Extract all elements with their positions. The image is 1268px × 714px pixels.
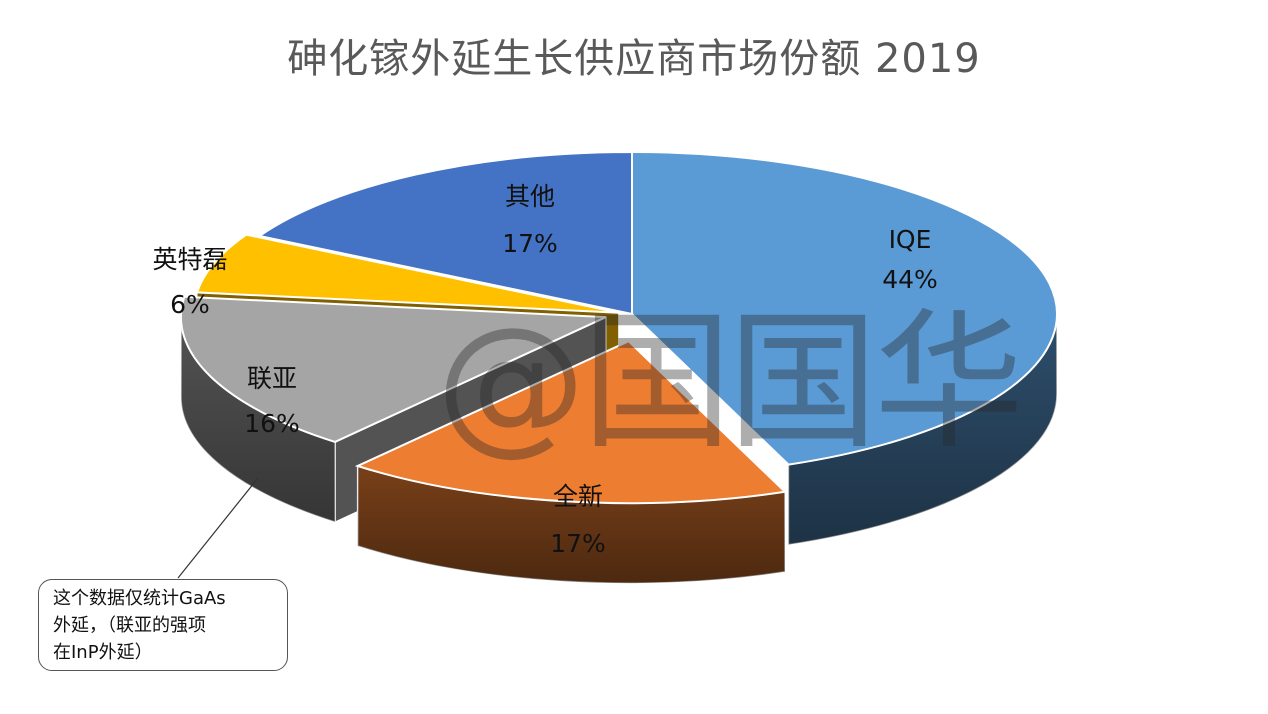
chart-title: 砷化镓外延生长供应商市场份额 2019 xyxy=(287,36,981,82)
slice-name-label: 联亚 xyxy=(247,364,297,393)
pie-slice-3 xyxy=(195,233,619,314)
pie-slice-0 xyxy=(631,150,1058,466)
slice-name-label: 英特磊 xyxy=(152,245,227,274)
slice-name-label: IQE xyxy=(889,225,932,254)
pie-slice-side-shade xyxy=(180,317,336,522)
slice-value-label: 44% xyxy=(882,265,938,294)
watermark: @国国华 xyxy=(436,296,1024,470)
annotation-line: 在InP外延） xyxy=(53,642,153,663)
callout-leader-line xyxy=(177,477,259,579)
annotation-callout: 这个数据仅统计GaAs 外延，（联亚的强项 在InP外延） xyxy=(38,579,288,671)
pie-slice-2 xyxy=(179,295,607,443)
slice-value-label: 17% xyxy=(502,229,558,258)
slice-value-label: 6% xyxy=(170,290,210,319)
pie-labels: IQE 44% 全新 17% 联亚 16% 英特磊 6% 其他 17% xyxy=(152,182,937,558)
slice-value-label: 17% xyxy=(550,529,606,558)
slice-value-label: 16% xyxy=(244,409,300,438)
annotation-line: 这个数据仅统计GaAs xyxy=(53,588,226,609)
pie-slice-side-shade xyxy=(357,465,786,584)
pie-slice-side-shade xyxy=(788,314,1057,545)
slice-name-label: 全新 xyxy=(553,482,603,511)
pie-top-faces xyxy=(179,150,1058,505)
pie-slice-4 xyxy=(257,150,633,316)
annotation-line: 外延，（联亚的强项 xyxy=(53,615,206,636)
slice-name-label: 其他 xyxy=(505,182,555,211)
pie-slice-1 xyxy=(354,339,788,505)
